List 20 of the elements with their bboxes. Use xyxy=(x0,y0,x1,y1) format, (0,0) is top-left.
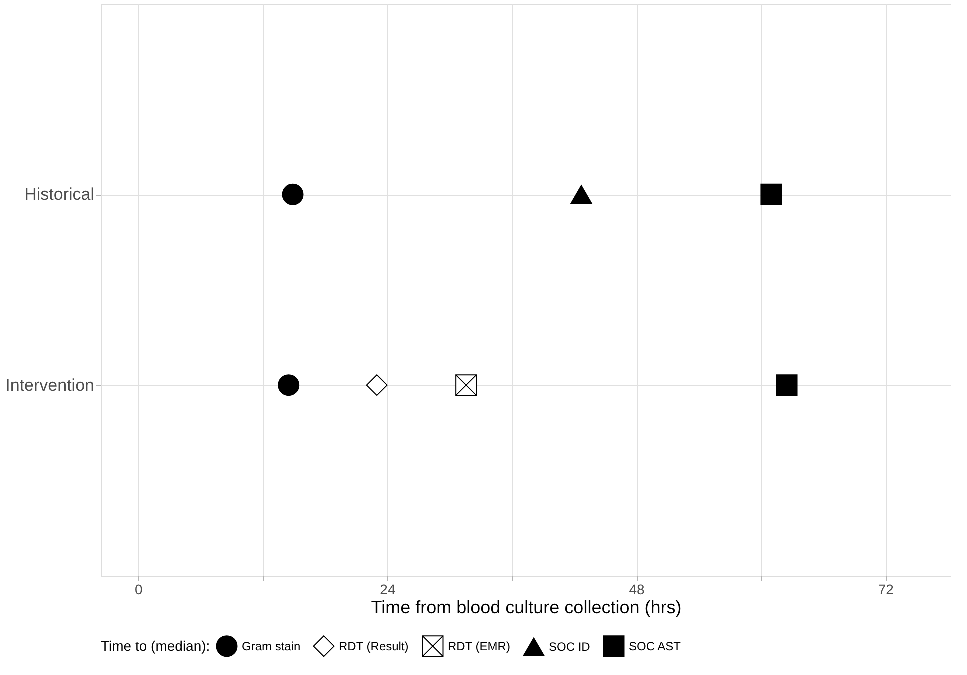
point xyxy=(282,184,304,206)
x-axis-title: Time from blood culture collection (hrs) xyxy=(371,598,682,618)
x-tick-label: 0 xyxy=(134,582,143,598)
y-tick-label: Intervention xyxy=(6,376,94,395)
point xyxy=(456,374,478,396)
legend-title: Time to (median): xyxy=(101,638,210,654)
point xyxy=(776,374,798,396)
point xyxy=(366,374,388,396)
legend-label: RDT (Result) xyxy=(339,639,409,654)
legend-label: SOC AST xyxy=(629,639,682,654)
x-tick-label: 48 xyxy=(629,582,646,598)
y-tick-label: Historical xyxy=(24,185,94,204)
legend-label: RDT (EMR) xyxy=(448,639,510,654)
legend-label: Gram stain xyxy=(242,639,301,654)
x-tick-label: 72 xyxy=(878,582,894,598)
point xyxy=(760,184,782,206)
legend-label: SOC ID xyxy=(549,640,591,654)
point xyxy=(570,185,592,204)
point xyxy=(278,374,300,396)
x-tick-label: 24 xyxy=(380,582,396,598)
